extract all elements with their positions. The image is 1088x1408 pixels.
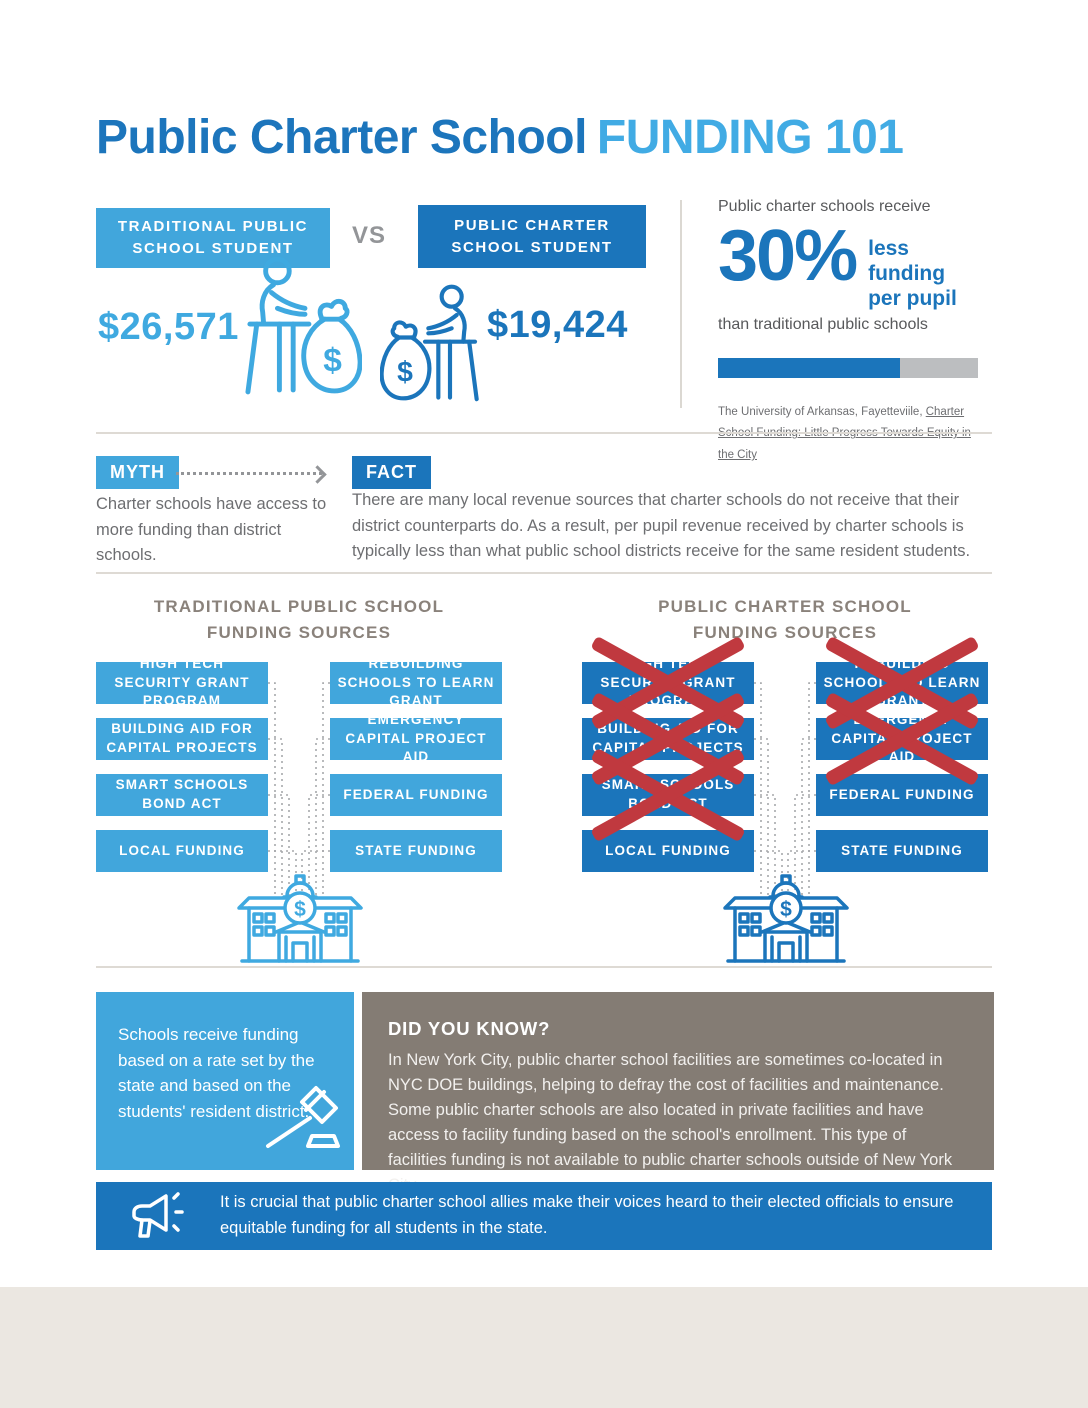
diagram-heading: PUBLIC CHARTER SCHOOL FUNDING SOURCES bbox=[658, 597, 912, 643]
funding-source-box: STATE FUNDING bbox=[330, 830, 502, 872]
stat-intro: Public charter schools receive bbox=[718, 198, 931, 215]
funding-source-box: FEDERAL FUNDING bbox=[330, 774, 502, 816]
myth-text: Charter schools have access to more fund… bbox=[96, 495, 327, 565]
funding-source-box: BUILDING AID FOR CAPITAL PROJECTS bbox=[582, 718, 754, 760]
did-you-know-title: DID YOU KNOW? bbox=[388, 1018, 551, 1039]
funding-gap-bar-fill bbox=[718, 357, 900, 378]
funding-source-box: REBUILDING SCHOOLS TO LEARN GRANT bbox=[816, 656, 988, 708]
funding-source-box: STATE FUNDING bbox=[816, 830, 988, 872]
myth-to-fact-arrow-icon bbox=[176, 472, 322, 475]
megaphone-icon bbox=[132, 1192, 184, 1238]
funding-source-box: HIGH TECH SECURITY GRANT PROGRAM bbox=[582, 656, 754, 708]
funding-source-box: REBUILDING SCHOOLS TO LEARN GRANT bbox=[330, 656, 502, 708]
gavel-icon bbox=[266, 1086, 340, 1148]
student-desk-money-icon: $ bbox=[244, 254, 363, 407]
diagram-heading: TRADITIONAL PUBLIC SCHOOL FUNDING SOURCE… bbox=[153, 597, 445, 643]
funding-source-box: EMERGENCY CAPITAL PROJECT AID bbox=[330, 712, 502, 764]
svg-text:$: $ bbox=[294, 898, 306, 921]
cta-banner: It is crucial that public charter school… bbox=[96, 1182, 992, 1250]
charter-amount: $19,424 bbox=[487, 304, 628, 346]
school-building-icon: $ bbox=[235, 870, 365, 971]
stat-percent: 30% bbox=[718, 216, 858, 296]
page-title: Public Charter School FUNDING 101 bbox=[96, 110, 904, 165]
funding-source-box: EMERGENCY CAPITAL PROJECT AID bbox=[816, 712, 988, 764]
svg-text:$: $ bbox=[323, 342, 342, 379]
funding-source-box: FEDERAL FUNDING bbox=[816, 774, 988, 816]
did-you-know-box: DID YOU KNOW? In New York City, public c… bbox=[362, 992, 994, 1194]
did-you-know-text: In New York City, public charter school … bbox=[388, 1051, 953, 1194]
source-citation: The University of Arkansas, Fayetteviile… bbox=[718, 402, 988, 468]
funding-rate-note: Schools receive funding based on a rate … bbox=[96, 992, 354, 1170]
charter-student-badge: PUBLIC CHARTER SCHOOL STUDENT bbox=[418, 205, 646, 268]
funding-source-box: HIGH TECH SECURITY GRANT PROGRAM bbox=[96, 656, 268, 708]
fact-text: There are many local revenue sources tha… bbox=[352, 491, 971, 561]
note-text: Schools receive funding based on a rate … bbox=[118, 1025, 315, 1121]
vs-label: VS bbox=[352, 222, 387, 249]
funding-gap-bar bbox=[718, 357, 978, 378]
student-desk-money-icon: $ bbox=[379, 282, 480, 413]
svg-text:$: $ bbox=[397, 357, 413, 389]
section-divider bbox=[96, 432, 992, 434]
svg-text:$: $ bbox=[780, 898, 792, 921]
traditional-amount: $26,571 bbox=[98, 306, 239, 348]
funding-source-box: LOCAL FUNDING bbox=[582, 830, 754, 872]
stat-highlight: less funding per pupil bbox=[868, 237, 957, 311]
funding-source-box: BUILDING AID FOR CAPITAL PROJECTS bbox=[96, 718, 268, 760]
funding-source-box: LOCAL FUNDING bbox=[96, 830, 268, 872]
fact-badge: FACT bbox=[352, 456, 431, 489]
funding-source-box: SMART SCHOOLS BOND ACT bbox=[582, 774, 754, 816]
funding-connector-lines bbox=[268, 682, 330, 897]
charter-funding-diagram: PUBLIC CHARTER SCHOOL FUNDING SOURCES HI… bbox=[582, 594, 988, 968]
title-main: Public Charter School bbox=[96, 111, 587, 164]
school-building-icon: $ bbox=[721, 870, 851, 971]
myth-badge: MYTH bbox=[96, 456, 179, 489]
funding-connector-lines bbox=[754, 682, 816, 897]
vertical-divider bbox=[680, 200, 682, 408]
traditional-student-badge: TRADITIONAL PUBLIC SCHOOL STUDENT bbox=[96, 208, 330, 268]
section-divider bbox=[96, 572, 992, 574]
funding-source-box: SMART SCHOOLS BOND ACT bbox=[96, 774, 268, 816]
cta-text: It is crucial that public charter school… bbox=[220, 1193, 954, 1237]
section-divider bbox=[96, 966, 992, 968]
stat-outro: than traditional public schools bbox=[718, 315, 928, 333]
footer: New York Charter Schools Association ™ e… bbox=[0, 1287, 1088, 1408]
title-accent: FUNDING 101 bbox=[596, 111, 904, 164]
stat-panel: Public charter schools receive 30% less … bbox=[718, 198, 988, 467]
traditional-funding-diagram: TRADITIONAL PUBLIC SCHOOL FUNDING SOURCE… bbox=[96, 594, 502, 968]
